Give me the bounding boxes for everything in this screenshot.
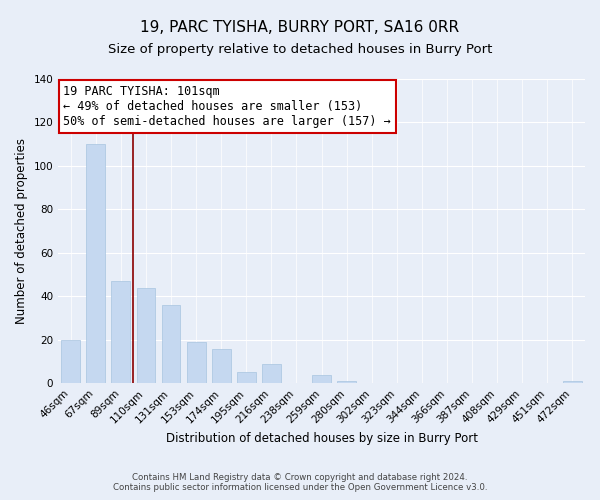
- Bar: [563, 381, 582, 384]
- Bar: [187, 342, 206, 384]
- Bar: [262, 364, 281, 384]
- Text: Contains HM Land Registry data © Crown copyright and database right 2024.
Contai: Contains HM Land Registry data © Crown c…: [113, 473, 487, 492]
- Text: 19 PARC TYISHA: 101sqm
← 49% of detached houses are smaller (153)
50% of semi-de: 19 PARC TYISHA: 101sqm ← 49% of detached…: [64, 85, 391, 128]
- Bar: [137, 288, 155, 384]
- Y-axis label: Number of detached properties: Number of detached properties: [15, 138, 28, 324]
- Bar: [112, 281, 130, 384]
- X-axis label: Distribution of detached houses by size in Burry Port: Distribution of detached houses by size …: [166, 432, 478, 445]
- Text: 19, PARC TYISHA, BURRY PORT, SA16 0RR: 19, PARC TYISHA, BURRY PORT, SA16 0RR: [140, 20, 460, 35]
- Text: Size of property relative to detached houses in Burry Port: Size of property relative to detached ho…: [108, 42, 492, 56]
- Bar: [86, 144, 105, 384]
- Bar: [212, 348, 230, 384]
- Bar: [161, 305, 181, 384]
- Bar: [337, 381, 356, 384]
- Bar: [61, 340, 80, 384]
- Bar: [237, 372, 256, 384]
- Bar: [312, 374, 331, 384]
